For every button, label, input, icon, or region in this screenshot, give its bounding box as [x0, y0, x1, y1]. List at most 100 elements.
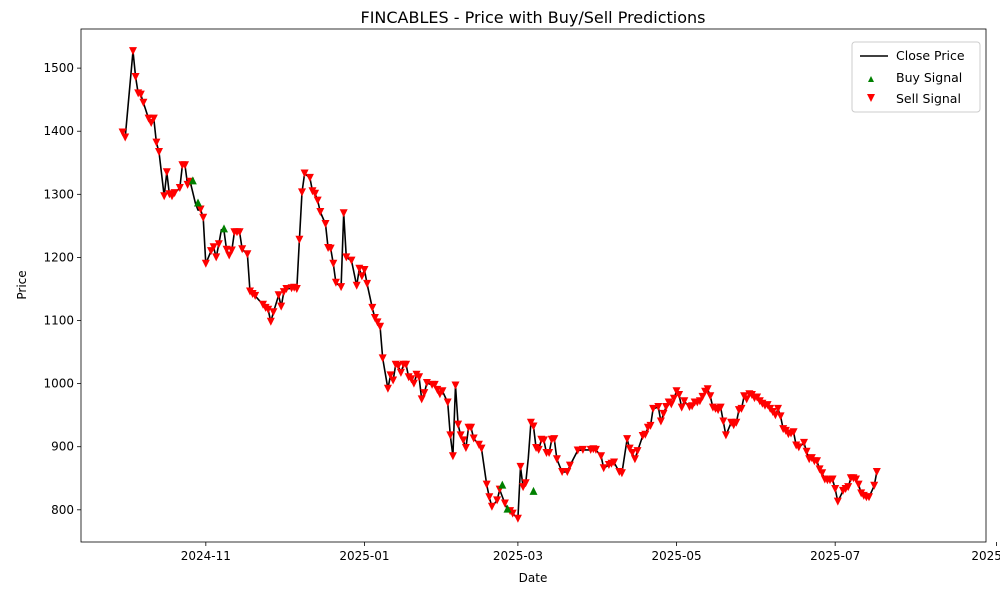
- sell-signal-marker: [162, 168, 171, 177]
- sell-signal-marker: [129, 47, 137, 56]
- sell-signal-marker: [539, 436, 548, 445]
- sell-signal-marker: [227, 246, 236, 255]
- sell-signal-marker: [721, 431, 730, 440]
- legend-sell-marker: [867, 94, 875, 102]
- sell-signal-marker: [407, 375, 416, 384]
- legend: Close Price Buy Signal Sell Signal: [851, 41, 981, 113]
- sell-signal-marker: [175, 184, 184, 192]
- sell-signal-marker: [482, 480, 491, 489]
- sell-signal-marker: [630, 455, 639, 464]
- sell-signal-marker: [558, 468, 567, 476]
- y-tick-label: 800: [51, 503, 74, 517]
- x-axis: 2024-11 2025-01 2025-03 2025-05 2025-07 2025-…: [181, 542, 1000, 563]
- sell-signal-marker: [277, 302, 286, 311]
- sell-signal-marker: [383, 384, 392, 393]
- sell-signal-marker: [659, 409, 668, 418]
- sell-signal-marker: [337, 283, 346, 292]
- x-tick-label: 2024-11: [181, 549, 231, 563]
- sell-signal-marker: [357, 272, 366, 281]
- sell-signal-marker: [438, 387, 447, 396]
- sell-signal-marker: [669, 394, 678, 403]
- sell-signal-marker: [368, 303, 377, 312]
- sell-signal-marker: [199, 213, 208, 222]
- sell-signal-marker: [654, 403, 663, 411]
- sell-signal-marker: [698, 392, 707, 401]
- y-tick-label: 1200: [43, 250, 74, 264]
- sell-signal-marker: [313, 196, 322, 205]
- sell-signal-marker: [378, 354, 387, 363]
- sell-signal-marker: [238, 245, 247, 254]
- buy-signal-marker: [503, 504, 512, 513]
- x-tick-label: 2025-07: [810, 549, 860, 563]
- sell-signal-marker: [316, 208, 325, 216]
- y-axis: 800 900 1000 1100 1200 1300 1400 1500: [43, 61, 81, 517]
- sell-signal-marker: [389, 376, 398, 385]
- sell-signal-marker: [225, 251, 234, 260]
- sell-signal-marker: [363, 279, 372, 288]
- sell-signal-marker: [732, 418, 741, 427]
- sell-signal-marker: [196, 205, 205, 214]
- sell-signal-marker: [675, 391, 684, 399]
- sell-signal-marker: [516, 462, 525, 471]
- sell-signal-marker: [646, 421, 655, 430]
- sell-signal-marker: [274, 291, 283, 300]
- sell-signal-marker: [563, 468, 572, 476]
- sell-signal-marker: [420, 389, 429, 398]
- x-tick-label: 2025-05: [651, 549, 701, 563]
- buy-signal-marker: [220, 224, 228, 233]
- sell-signal-marker: [534, 445, 543, 454]
- sell-signal-marker: [461, 444, 470, 452]
- legend-buy-marker: [868, 76, 874, 82]
- sell-signal-marker: [131, 73, 140, 81]
- sell-signal-marker: [719, 417, 728, 426]
- sell-signal-marker: [854, 480, 863, 489]
- sell-signal-marker: [813, 457, 821, 466]
- sell-signal-marker: [469, 434, 478, 443]
- buy-signal-marker: [188, 176, 197, 185]
- sell-signal-marker: [633, 447, 642, 456]
- sell-signal-marker: [339, 209, 348, 218]
- sell-signal-marker: [789, 428, 798, 437]
- sell-signal-marker: [292, 285, 301, 293]
- sell-signal-marker: [467, 423, 476, 432]
- sell-signal-marker: [331, 278, 340, 287]
- sell-signal-marker: [266, 317, 275, 326]
- sell-signal-marker: [628, 449, 637, 457]
- y-tick-label: 1500: [43, 61, 74, 75]
- sell-signal-marker: [573, 446, 582, 455]
- sell-signal-marker: [209, 243, 218, 252]
- sell-signal-marker: [716, 403, 725, 412]
- buy-signal-marker: [498, 480, 507, 489]
- y-tick-label: 1400: [43, 124, 74, 138]
- sell-signal-marker: [443, 398, 452, 407]
- sell-signal-marker: [513, 514, 522, 523]
- legend-label-buy: Buy Signal: [896, 70, 962, 85]
- sell-signal-marker: [430, 380, 439, 389]
- sell-signal-marker: [529, 422, 538, 431]
- sell-signal-marker: [329, 259, 338, 268]
- sell-signal-marker: [487, 502, 496, 511]
- sell-signal-marker: [649, 404, 658, 413]
- y-tick-label: 900: [51, 440, 74, 454]
- sell-signal-marker: [656, 417, 665, 426]
- sell-signal-marker: [578, 445, 587, 454]
- sell-signal-marker: [599, 464, 608, 473]
- sell-signal-marker: [565, 461, 574, 470]
- plot-area: [118, 47, 881, 523]
- sell-signal-marker: [201, 259, 210, 268]
- sell-signal-marker: [282, 285, 291, 293]
- sell-signal-marker: [298, 188, 306, 197]
- sell-signal-marker: [818, 469, 827, 478]
- sell-signal-marker: [617, 469, 626, 478]
- axes-frame: [80, 28, 987, 543]
- sell-signal-marker: [386, 371, 395, 380]
- sell-signal-marker: [833, 497, 842, 506]
- sell-signal-marker: [485, 493, 494, 502]
- sell-signal-marker: [311, 189, 320, 198]
- sell-signal-marker: [321, 220, 330, 228]
- sell-signal-marker: [870, 481, 879, 490]
- legend-label-sell: Sell Signal: [896, 91, 961, 106]
- sell-signal-marker: [794, 443, 803, 452]
